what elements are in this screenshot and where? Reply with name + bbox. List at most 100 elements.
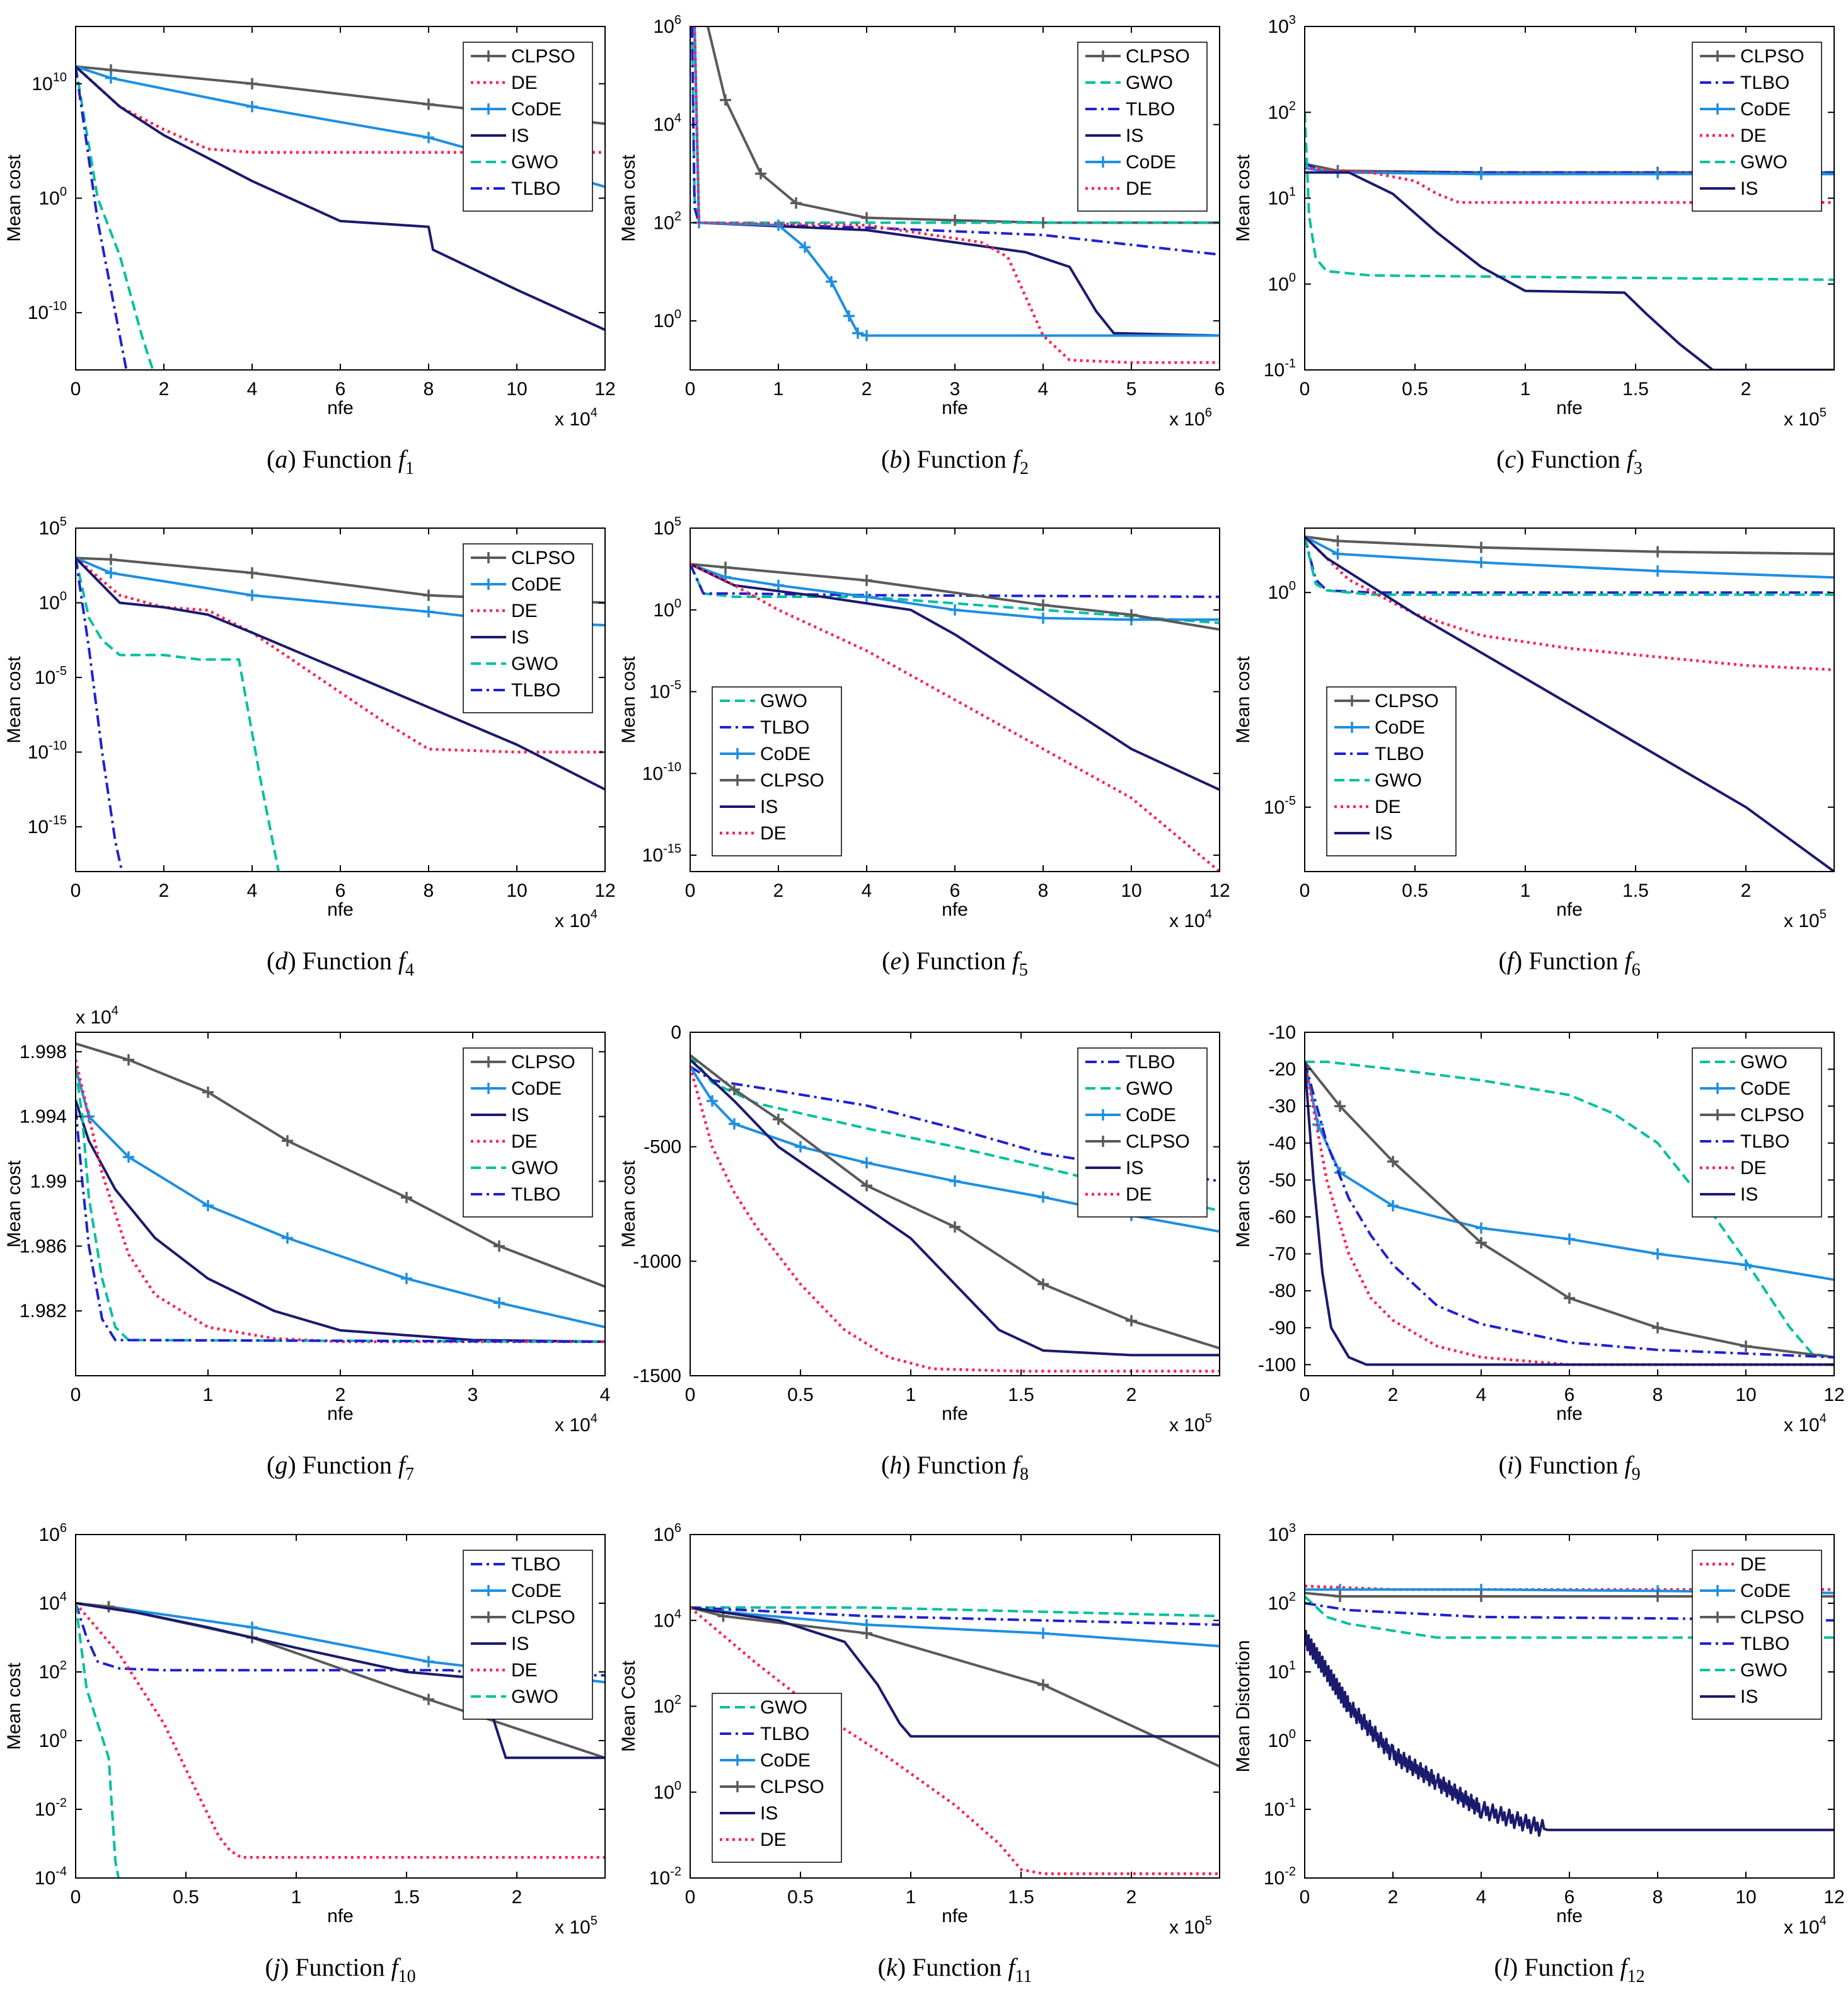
series-line-de — [690, 563, 1220, 872]
x-tick-label: 1.5 — [1008, 1385, 1034, 1405]
series-line-is — [76, 66, 605, 331]
legend-label-code: CoDE — [511, 99, 562, 120]
y-tick-label: 100 — [1268, 1727, 1296, 1751]
legend-label-de: DE — [1126, 178, 1152, 199]
panel-a: 0 2 4 6 8 10 12 1010 100 10-10 nfe Mean cost x 104 CL… — [4, 26, 616, 478]
panel-caption: (j) Function f10 — [265, 1953, 415, 1986]
x-tick-label: 4 — [1476, 1887, 1487, 1908]
y-tick-label: -20 — [1269, 1059, 1296, 1080]
x-tick-label: 1 — [773, 379, 784, 400]
x-axis-label: nfe — [1556, 1906, 1583, 1927]
series-marker-code — [729, 1118, 740, 1130]
x-tick-label: 12 — [1823, 1887, 1844, 1908]
legend: GWO CoDE CLPSO TLBO DE IS — [1692, 1047, 1822, 1218]
legend-label-tlbo: TLBO — [1740, 72, 1789, 93]
y-tick-label: 10-10 — [642, 760, 681, 784]
series-line-is — [1305, 1630, 1834, 1837]
series-line-code — [690, 1606, 1220, 1648]
series-marker-clpso — [861, 575, 872, 587]
y-axis-label: Mean Cost — [618, 1660, 639, 1752]
series-line-gwo — [76, 1603, 120, 1878]
y-tick-label: 10-2 — [649, 1865, 681, 1889]
plot-frame — [75, 1534, 606, 1879]
series-marker-clpso — [1126, 1315, 1137, 1327]
y-tick-label: 103 — [1268, 13, 1296, 37]
series-marker-code — [852, 327, 863, 339]
series-line-clpso — [1305, 1061, 1834, 1359]
series-line-tlbo — [1305, 1061, 1834, 1359]
series-marker-code — [1037, 612, 1049, 624]
series-marker-clpso — [423, 1693, 434, 1705]
series-line-is — [76, 1602, 605, 1760]
series-marker-code — [861, 591, 872, 602]
y-tick-label: 105 — [654, 515, 682, 539]
series-marker-code — [423, 1656, 434, 1668]
series-line-gwo — [1305, 536, 1834, 596]
series-line-de — [76, 65, 605, 154]
series-line-gwo — [690, 563, 1220, 625]
x-axis-multiplier: x 104 — [1169, 907, 1212, 931]
series-marker-code — [799, 241, 811, 253]
x-axis-multiplier: x 104 — [555, 406, 598, 430]
legend-label-gwo: GWO — [1740, 1052, 1787, 1073]
legend-label-tlbo: TLBO — [1740, 1131, 1789, 1152]
legend-label-is: IS — [511, 627, 529, 648]
legend: CLPSO DE CoDE IS GWO TLBO — [463, 42, 593, 212]
x-tick-label: 6 — [950, 880, 961, 901]
legend-label-is: IS — [1740, 1184, 1758, 1205]
legend-label-clpso: CLPSO — [760, 1777, 824, 1797]
y-tick-label: 104 — [654, 1607, 682, 1631]
series-marker-code — [1037, 1627, 1049, 1639]
series-marker-code — [246, 101, 258, 113]
series-marker-code — [123, 1151, 134, 1163]
x-axis-multiplier: x 104 — [555, 1412, 598, 1436]
y-axis-label: Mean cost — [618, 154, 639, 242]
legend: GWO TLBO CoDE CLPSO IS DE — [712, 1693, 842, 1863]
y-axis-label: Mean cost — [1233, 154, 1254, 242]
x-tick-label: 0 — [71, 880, 81, 901]
y-axis-label: Mean cost — [4, 656, 25, 744]
legend-label-is: IS — [760, 797, 778, 817]
series-line-de — [693, 26, 1220, 364]
y-tick-label: -500 — [644, 1137, 681, 1158]
x-axis-label: nfe — [327, 899, 354, 920]
legend-label-tlbo: TLBO — [760, 717, 809, 738]
x-axis-multiplier: x 105 — [1169, 1914, 1212, 1938]
series-marker-clpso — [1564, 1292, 1575, 1304]
legend-label-gwo: GWO — [760, 1697, 807, 1718]
y-axis-label: Mean cost — [618, 656, 639, 744]
x-tick-label: 6 — [1564, 1887, 1575, 1908]
x-tick-label: 10 — [1735, 1385, 1756, 1405]
y-axis-label: Mean cost — [618, 1160, 639, 1248]
x-tick-label: 0 — [1300, 379, 1310, 400]
series-marker-code — [843, 310, 855, 322]
y-tick-label: 104 — [654, 112, 682, 135]
legend-label-tlbo: TLBO — [511, 1184, 560, 1205]
y-tick-label: 106 — [39, 1521, 67, 1545]
series-marker-code — [1652, 1248, 1663, 1260]
x-axis-label: nfe — [942, 1906, 968, 1927]
series-marker-code — [1387, 1200, 1399, 1212]
series-marker-clpso — [729, 1083, 740, 1095]
x-tick-label: 1 — [1520, 880, 1531, 901]
y-tick-label: -70 — [1269, 1244, 1296, 1265]
y-tick-label: 100 — [39, 1727, 67, 1751]
series-line-tlbo — [1305, 536, 1834, 594]
y-tick-label: 1.99 — [30, 1172, 67, 1192]
panel-caption: (e) Function f5 — [882, 947, 1028, 980]
legend: GWO TLBO CoDE CLPSO IS DE — [712, 686, 842, 856]
x-axis-multiplier: x 104 — [1784, 1412, 1827, 1436]
y-tick-label: 1.986 — [20, 1236, 67, 1257]
series-marker-clpso — [861, 1627, 872, 1639]
x-tick-label: 10 — [1121, 880, 1141, 901]
x-tick-label: 8 — [1653, 1385, 1663, 1405]
legend-label-clpso: CLPSO — [511, 46, 575, 67]
x-tick-label: 2 — [1388, 1887, 1399, 1908]
y-tick-label: 10-5 — [1264, 794, 1296, 818]
series-line-gwo — [76, 66, 154, 370]
y-tick-label: 100 — [654, 308, 682, 331]
panel-j: 0 0.5 1 1.5 2 106 104 102 100 10-2 10-4 nfe Mean cos… — [4, 1521, 606, 1986]
legend-label-code: CoDE — [511, 1078, 562, 1099]
y-axis-label: Mean cost — [4, 154, 25, 242]
legend-label-tlbo: TLBO — [511, 1554, 560, 1575]
